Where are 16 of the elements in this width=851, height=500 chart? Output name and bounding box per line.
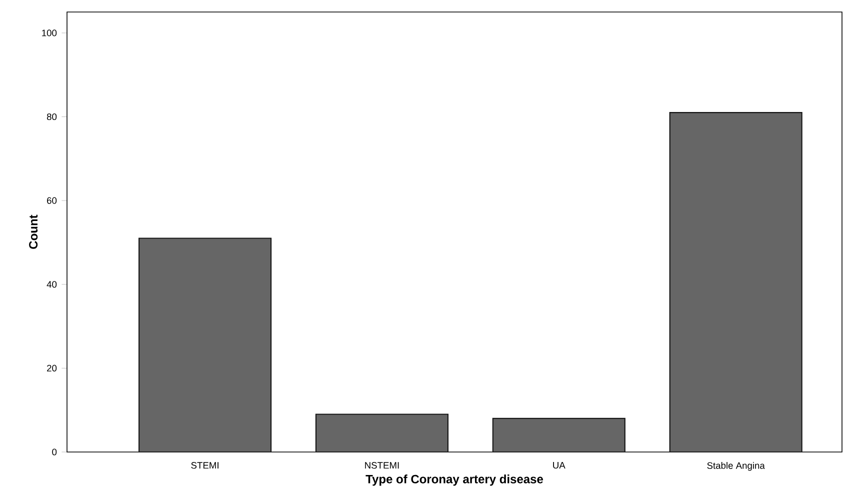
y-tick-label: 40 — [46, 281, 57, 288]
bar — [138, 238, 272, 452]
x-tick-label: UA — [553, 462, 566, 469]
x-axis-title: Type of Coronay artery disease — [366, 474, 544, 486]
y-tick-label: 20 — [47, 364, 57, 372]
y-tick-label: 60 — [47, 197, 57, 204]
bar — [316, 414, 448, 452]
bar — [669, 112, 802, 452]
y-axis-title: Count — [29, 214, 38, 249]
y-tick-label: 0 — [52, 448, 57, 456]
y-tick-label: 80 — [46, 113, 57, 120]
x-tick-label: NSTEMI — [365, 462, 399, 469]
x-tick-label: STEMI — [191, 462, 218, 469]
x-tick-label: Stable Angina — [707, 462, 765, 471]
y-tick-label: 100 — [42, 30, 57, 36]
bar — [492, 418, 626, 452]
